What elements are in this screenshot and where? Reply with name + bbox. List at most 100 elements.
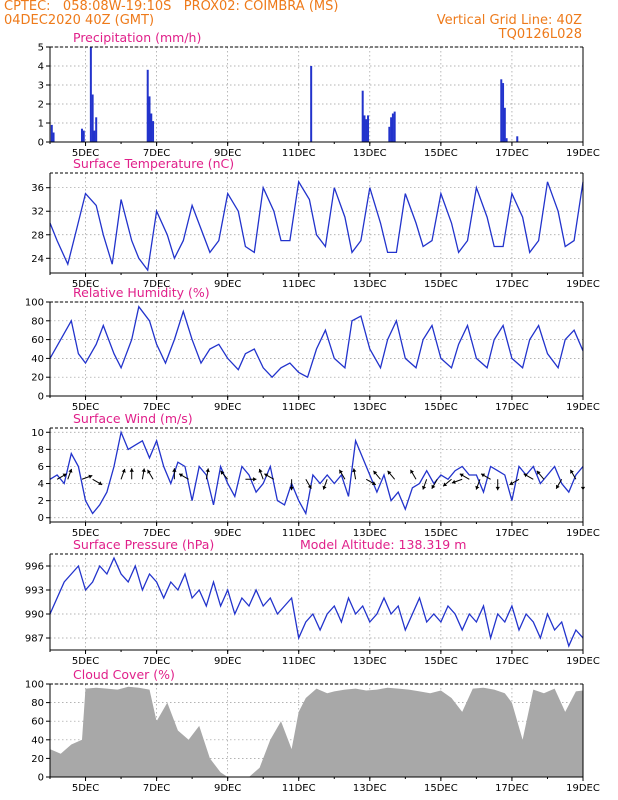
precip-bar	[365, 119, 368, 142]
wind-arrow-head	[220, 470, 225, 475]
y-tick-label: 32	[31, 207, 44, 218]
panel-2: Relative Humidity (%) 0 20 40 60 80 100 5DEC 7DE…	[25, 285, 600, 413]
precip-bar	[393, 111, 396, 142]
x-tick-label: 5DEC	[72, 402, 99, 413]
x-tick-label: 13DEC	[353, 528, 387, 539]
x-tick-label: 5DEC	[72, 279, 99, 290]
wind-arrow-head	[570, 469, 574, 474]
precip-bar	[152, 121, 155, 142]
wind-arrow-head	[556, 484, 560, 489]
x-tick-label: 9DEC	[214, 402, 241, 413]
precip-bar	[516, 136, 519, 142]
wind-arrow-head	[443, 482, 448, 487]
y-tick-label: 4	[38, 62, 44, 73]
wind-arrow-head	[68, 468, 73, 473]
wind-arrow-head	[205, 468, 210, 473]
x-tick-label: 11DEC	[282, 279, 316, 290]
panel-0: Precipitation (mm/h) 0 1 2 3 4 5 5DEC 7DEC 9DEC 11…	[38, 30, 600, 159]
wind-arrow-head	[371, 481, 376, 485]
precip-bar	[148, 96, 151, 142]
wind-arrow-head	[307, 484, 312, 489]
x-tick-label: 7DEC	[143, 148, 170, 159]
precip-bar	[82, 130, 85, 142]
wind-arrow-head	[495, 486, 500, 491]
wind-arrow-head	[431, 484, 436, 489]
wind-arrow-head	[322, 485, 327, 490]
x-tick-label: 9DEC	[214, 656, 241, 667]
wind-arrow-head	[88, 474, 93, 479]
panel-title: Relative Humidity (%)	[73, 285, 210, 300]
precip-bar	[146, 69, 149, 142]
wind-arrow-head	[509, 481, 514, 485]
wind-arrow-head	[475, 485, 480, 490]
wind-arrow-head	[62, 473, 67, 478]
precip-bar	[503, 107, 506, 142]
y-tick-label: 2	[38, 496, 44, 507]
header-model-code: TQ0126L028	[498, 27, 582, 42]
precip-bar	[367, 115, 370, 142]
x-tick-label: 17DEC	[495, 279, 529, 290]
x-tick-label: 9DEC	[214, 279, 241, 290]
wind-arrow-head	[98, 481, 103, 485]
panel-4: Surface Pressure (hPa) Model Altitude: 13…	[25, 537, 600, 667]
x-tick-label: 17DEC	[495, 148, 529, 159]
panel-title: Surface Pressure (hPa)	[73, 537, 214, 552]
header-grid-line: Vertical Grid Line: 40Z	[436, 13, 582, 28]
precip-bar	[91, 94, 94, 142]
y-tick-label: 20	[31, 373, 44, 384]
precip-bar	[50, 124, 53, 142]
x-tick-label: 17DEC	[495, 528, 529, 539]
x-tick-label: 17DEC	[495, 783, 529, 794]
precip-bar	[391, 113, 394, 142]
x-tick-label: 5DEC	[72, 148, 99, 159]
y-tick-label: 80	[31, 698, 44, 709]
wind-arrow-head	[481, 473, 486, 478]
x-tick-label: 11DEC	[282, 402, 316, 413]
y-tick-label: 987	[25, 634, 44, 645]
x-tick-label: 7DEC	[143, 279, 170, 290]
panel-subtitle: Model Altitude: 138.319 m	[300, 537, 466, 552]
y-tick-label: 10	[31, 428, 44, 439]
panel-title: Cloud Cover (%)	[73, 667, 175, 682]
y-tick-label: 6	[38, 462, 44, 473]
x-tick-label: 13DEC	[353, 783, 387, 794]
panel-title: Surface Temperature (nC)	[73, 156, 234, 171]
x-tick-label: 17DEC	[495, 656, 529, 667]
wind-arrow-head	[253, 477, 257, 482]
precip-bar	[388, 126, 391, 142]
precip-bar	[505, 138, 508, 142]
x-tick-label: 19DEC	[566, 279, 600, 290]
y-tick-label: 5	[38, 43, 44, 54]
x-tick-label: 13DEC	[353, 279, 387, 290]
wind-arrow-head	[536, 470, 541, 475]
y-tick-label: 0	[38, 392, 44, 403]
y-tick-label: 60	[31, 335, 44, 346]
x-tick-label: 19DEC	[566, 783, 600, 794]
x-tick-label: 7DEC	[143, 402, 170, 413]
x-tick-label: 11DEC	[282, 528, 316, 539]
wind-arrow-head	[264, 473, 269, 478]
y-tick-label: 40	[31, 354, 44, 365]
y-tick-label: 4	[38, 479, 44, 490]
x-tick-label: 13DEC	[353, 148, 387, 159]
precip-bar	[80, 128, 83, 142]
precip-bar	[390, 117, 393, 142]
wind-arrow-head	[459, 473, 464, 478]
wind-arrow-head	[147, 469, 152, 474]
wind-arrow-head	[451, 479, 456, 484]
wind-arrow-head	[258, 468, 263, 473]
wind-arrow-head	[179, 473, 184, 478]
y-tick-label: 3	[38, 81, 44, 92]
x-tick-label: 17DEC	[495, 402, 529, 413]
x-tick-label: 19DEC	[566, 656, 600, 667]
y-tick-label: 0	[38, 513, 44, 524]
precip-bar	[363, 115, 366, 142]
x-tick-label: 19DEC	[566, 402, 600, 413]
precip-bar	[310, 66, 313, 142]
series-line	[49, 430, 584, 516]
x-tick-label: 11DEC	[282, 783, 316, 794]
wind-arrow-head	[373, 470, 378, 475]
x-tick-label: 7DEC	[143, 528, 170, 539]
wind-arrow-head	[121, 468, 126, 473]
